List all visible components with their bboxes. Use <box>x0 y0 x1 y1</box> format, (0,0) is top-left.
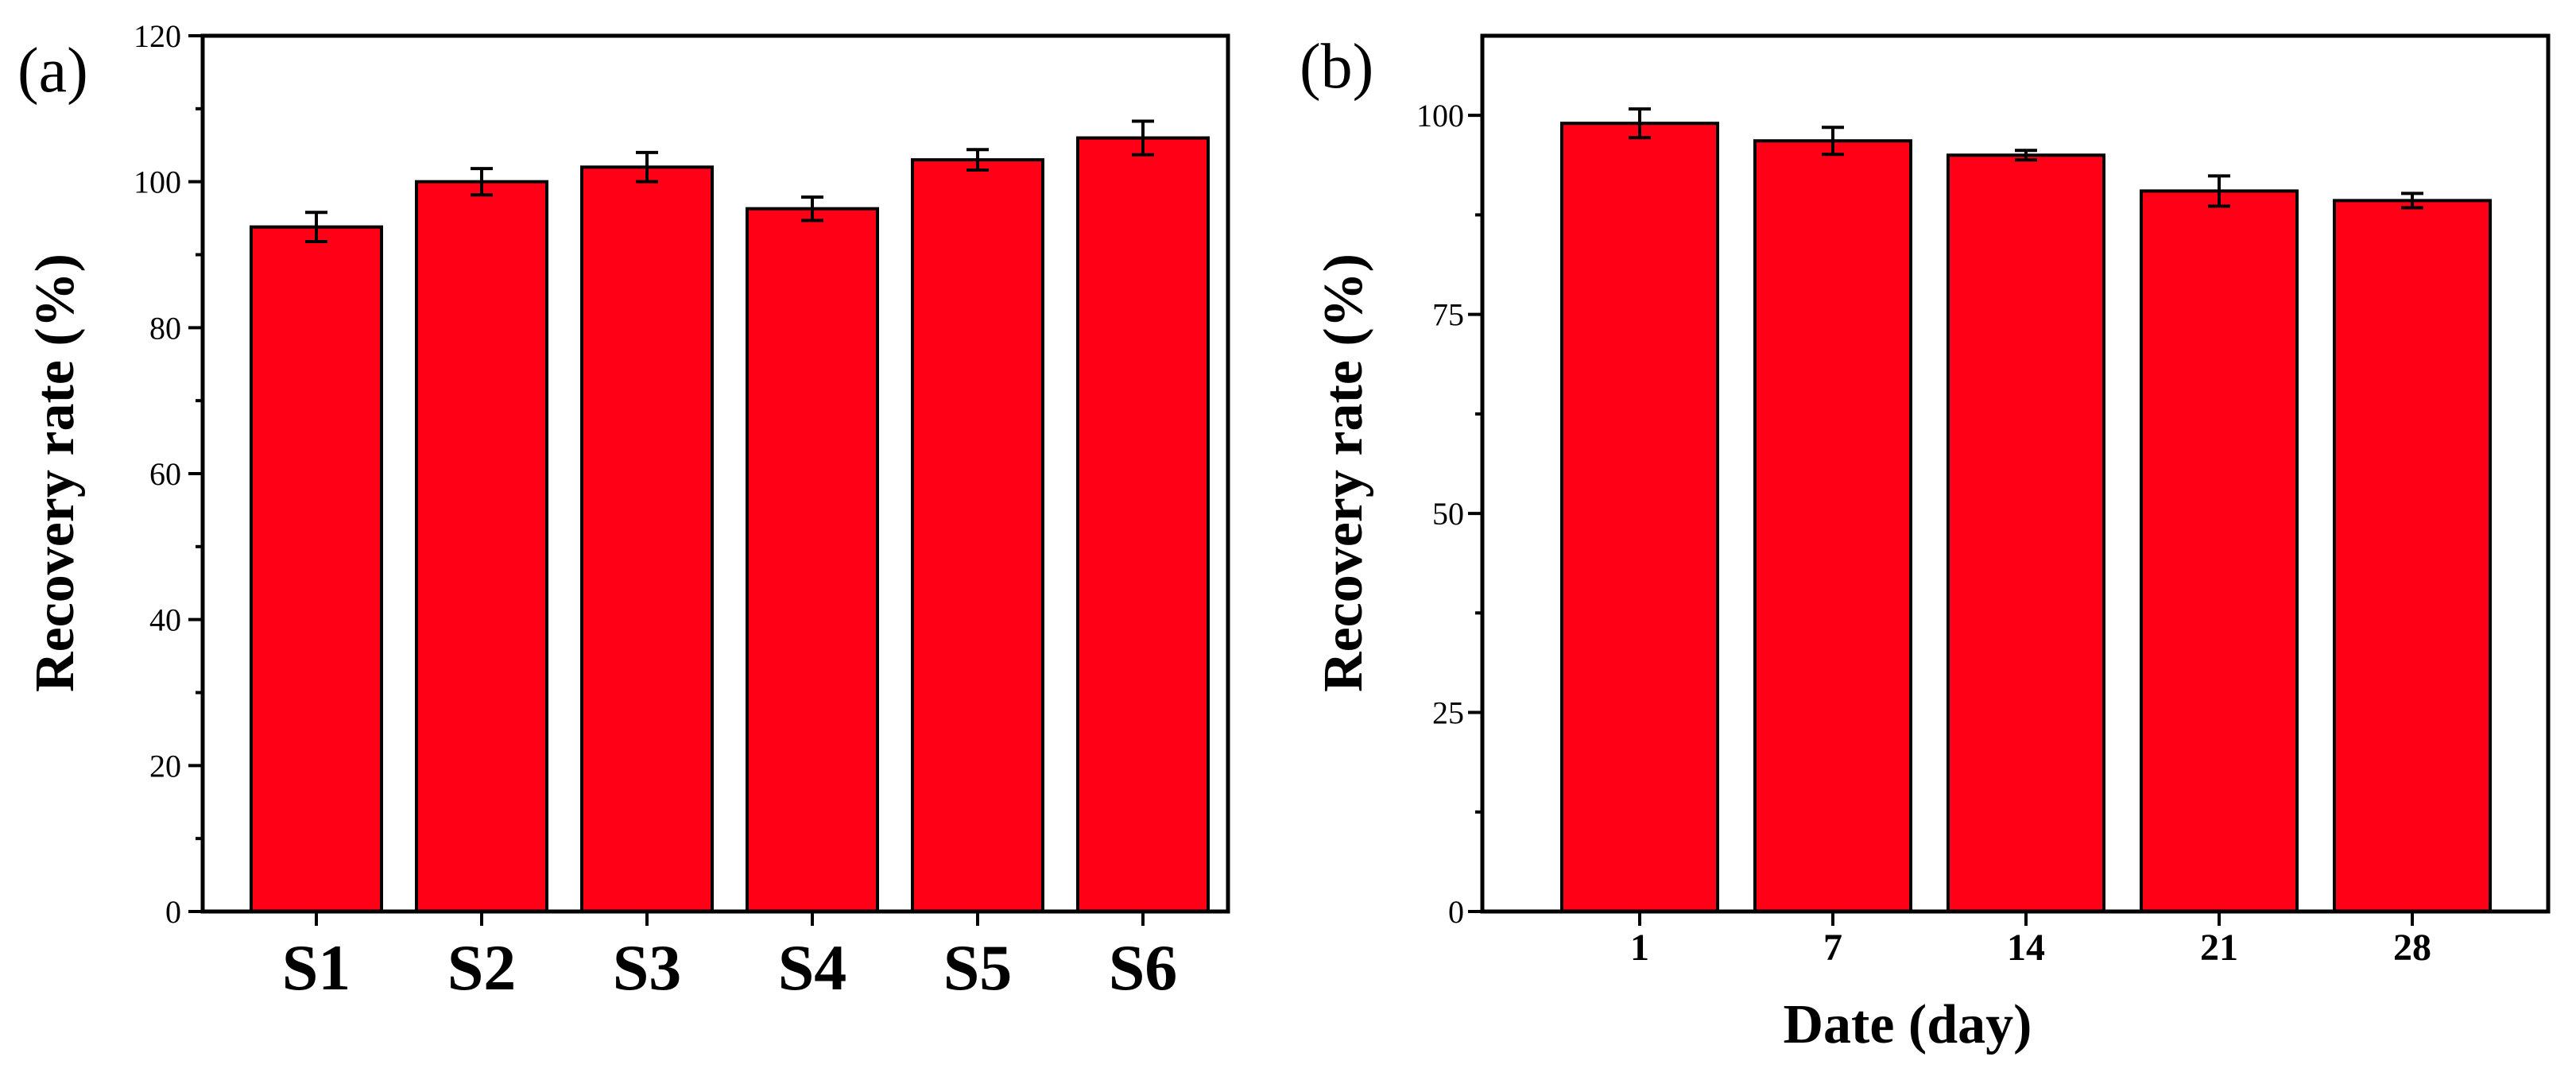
panel-a-y-tick-label: 120 <box>134 18 181 54</box>
panel-a-y-tick-label: 60 <box>149 456 181 492</box>
panel-a-bar-S3 <box>580 165 714 914</box>
panel-b-x-tick-label: 7 <box>1823 927 1842 969</box>
panel-a-bar-S1 <box>250 225 383 913</box>
panel-b-label: (b) <box>1300 32 1373 102</box>
panel-b-y-tick-label: 0 <box>1448 894 1464 930</box>
panel-a-y-tick-label: 0 <box>165 894 181 930</box>
panel-b-y-tick-label: 100 <box>1416 98 1464 134</box>
panel-a-axes-frame <box>200 33 1230 914</box>
panel-b-y-tick-label: 25 <box>1432 695 1464 731</box>
panel-b-bar-28 <box>2333 199 2492 914</box>
panel-a-y-tick-label: 20 <box>149 748 181 784</box>
panel-a-label: (a) <box>17 36 88 106</box>
panel-b-y-tick-label: 75 <box>1432 297 1464 333</box>
panel-a-plot-area: S1 S2 S3 S4 S5 S6 0 20 40 60 80 100 120 <box>134 18 1230 1004</box>
panel-a-y-tick-label: 40 <box>149 602 181 638</box>
panel-a-bar-S2 <box>415 180 548 913</box>
panel-b-y-tick-label: 50 <box>1432 496 1464 532</box>
panel-b-x-tick-label: 1 <box>1630 927 1649 969</box>
panel-a-y-axis-title: Recovery rate (%) <box>25 254 86 692</box>
panel-b-bar-1 <box>1560 122 1719 913</box>
panel-b-bar-21 <box>2140 189 2299 913</box>
panel-b-x-axis-title: Date (day) <box>1784 994 2032 1055</box>
panel-a-x-tick-label: S4 <box>778 931 847 1004</box>
panel-a-x-tick-label: S1 <box>282 931 351 1004</box>
panel-b-x-tick-label: 14 <box>2007 927 2045 969</box>
panel-b-plot-area: 1 7 14 21 28 0 25 50 75 100 <box>1416 33 2551 969</box>
panel-b-y-axis-title: Recovery rate (%) <box>1313 254 1374 692</box>
panel-a-bar-S4 <box>746 207 879 913</box>
panel-a-x-tick-label: S5 <box>943 931 1013 1004</box>
panel-b-axes-frame <box>1480 33 2551 914</box>
panel-b: (b) Recovery rate (%) Date (day) 1 7 14 21 2… <box>1300 32 2551 1055</box>
panel-a-y-tick-label: 80 <box>149 310 181 346</box>
panel-b-bar-7 <box>1753 139 1912 914</box>
panel-a-y-tick-label: 100 <box>134 164 181 200</box>
panel-b-x-tick-label: 28 <box>2393 927 2431 969</box>
panel-b-bar-14 <box>1947 153 2105 914</box>
panel-a: (a) Recovery rate (%) S1 S2 S3 S4 S5 S6 0 20 40 6… <box>17 18 1230 1004</box>
panel-a-x-tick-label: S2 <box>447 931 517 1004</box>
panel-a-x-tick-label: S3 <box>613 931 682 1004</box>
panel-b-x-tick-label: 21 <box>2200 927 2238 969</box>
panel-a-bar-S5 <box>911 158 1044 914</box>
panel-a-bar-S6 <box>1076 136 1210 914</box>
panel-a-x-tick-label: S6 <box>1109 931 1178 1004</box>
